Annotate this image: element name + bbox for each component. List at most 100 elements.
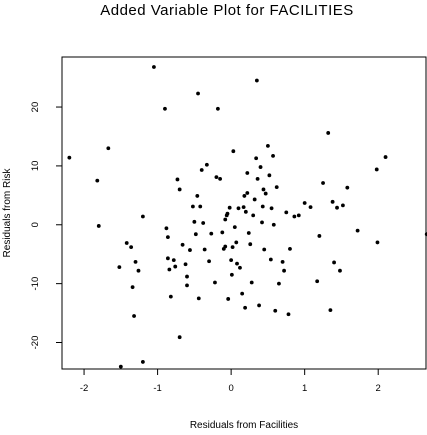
data-point — [254, 78, 259, 83]
data-point — [229, 258, 234, 262]
data-point — [193, 232, 198, 237]
data-point — [345, 185, 350, 190]
data-point — [196, 296, 201, 301]
data-point — [261, 187, 266, 192]
data-point — [199, 168, 204, 172]
y-axis-label: Residuals from Risk — [2, 168, 13, 258]
data-point — [341, 203, 345, 208]
data-point — [183, 262, 188, 267]
data-point — [198, 204, 203, 209]
data-point — [374, 167, 379, 172]
data-point — [235, 261, 239, 266]
data-point — [335, 205, 339, 210]
data-point — [242, 194, 247, 198]
data-point — [255, 176, 260, 181]
data-point — [117, 265, 122, 270]
data-point — [129, 245, 134, 250]
data-point — [165, 256, 170, 261]
data-point — [67, 155, 72, 160]
data-point — [165, 235, 170, 240]
data-point — [140, 214, 145, 219]
data-point — [204, 162, 209, 167]
x-axis: -2 -1 0 1 2 — [80, 368, 381, 394]
data-point — [106, 146, 111, 151]
data-point — [177, 335, 182, 340]
data-point — [185, 274, 189, 279]
data-point — [265, 143, 270, 148]
data-point — [321, 181, 325, 185]
data-point — [328, 308, 333, 313]
x-axis-label: Residuals from Facilities — [190, 420, 298, 430]
data-point — [383, 155, 388, 159]
data-point — [238, 265, 242, 270]
data-point — [262, 247, 267, 252]
data-point — [330, 199, 335, 204]
data-point — [132, 314, 136, 318]
data-point — [215, 106, 220, 111]
data-point — [271, 153, 275, 158]
data-point — [195, 194, 200, 198]
data-point — [280, 259, 285, 264]
data-point — [201, 221, 206, 225]
data-point — [202, 247, 207, 252]
data-point — [315, 279, 320, 284]
data-point — [257, 303, 261, 308]
data-point — [231, 149, 236, 154]
data-point — [163, 106, 167, 111]
data-point — [249, 280, 254, 285]
data-point — [185, 283, 189, 288]
data-point — [136, 268, 141, 273]
data-point — [236, 206, 241, 211]
data-point — [152, 65, 156, 69]
data-point — [96, 224, 101, 228]
data-point — [332, 260, 336, 265]
data-point — [180, 242, 185, 247]
data-point — [267, 173, 272, 178]
data-point — [209, 231, 214, 236]
data-points — [67, 65, 427, 369]
data-point — [227, 205, 232, 210]
y-tick-label: -20 — [30, 336, 41, 350]
y-axis: -20 -10 0 10 20 — [30, 102, 63, 350]
data-point — [251, 213, 256, 218]
y-tick-label: 0 — [30, 222, 41, 227]
x-tick-label: -1 — [153, 383, 161, 394]
data-point — [188, 248, 192, 252]
data-point — [167, 267, 172, 272]
x-tick-label: -2 — [80, 383, 88, 394]
data-point — [177, 187, 182, 192]
data-point — [168, 294, 173, 299]
data-point — [164, 226, 169, 231]
data-point — [252, 197, 257, 202]
data-point — [248, 242, 253, 247]
data-point — [196, 91, 200, 96]
data-point — [246, 231, 251, 235]
data-point — [245, 191, 250, 195]
x-tick-label: 0 — [228, 383, 233, 394]
data-point — [268, 257, 273, 262]
data-point — [173, 264, 178, 269]
data-point — [317, 234, 322, 238]
data-point — [284, 210, 289, 215]
data-point — [296, 213, 301, 218]
data-point — [258, 165, 263, 169]
data-point — [302, 201, 307, 205]
data-point — [424, 232, 427, 237]
data-point — [225, 211, 230, 216]
x-tick-label: 1 — [302, 383, 307, 394]
data-point — [245, 171, 250, 175]
data-point — [243, 305, 248, 310]
data-point — [269, 206, 274, 211]
data-point — [226, 297, 231, 301]
x-tick-label: 2 — [376, 383, 381, 394]
data-point — [260, 204, 265, 209]
data-point — [241, 205, 246, 210]
data-point — [243, 209, 248, 214]
data-point — [254, 156, 259, 161]
data-point — [133, 259, 138, 264]
data-point — [260, 220, 264, 225]
data-point — [95, 178, 100, 183]
data-point — [282, 268, 286, 273]
